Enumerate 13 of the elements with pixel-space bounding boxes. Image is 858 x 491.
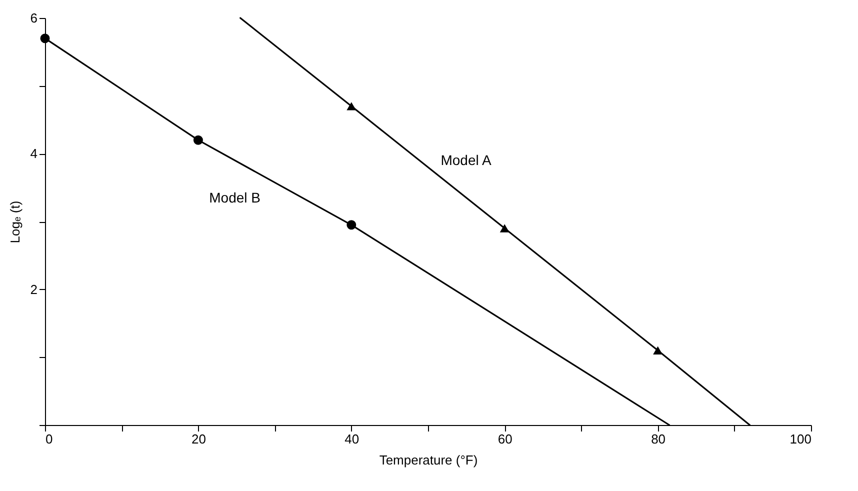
- y-axis-title: Logₑ (t): [7, 200, 22, 244]
- x-tick-label: 40: [344, 432, 360, 446]
- x-tick-label: 60: [498, 432, 512, 446]
- series-label: Model B: [209, 189, 260, 206]
- y-tick-label: 4: [30, 146, 38, 162]
- series-label: Model A: [440, 152, 492, 168]
- x-tick-label: 20: [191, 432, 206, 446]
- x-tick-label: 80: [651, 432, 666, 446]
- x-tick-label: 100: [790, 432, 812, 446]
- x-tick-label: 0: [46, 432, 53, 446]
- y-tick-label: 6: [30, 10, 38, 26]
- x-axis-title: Temperature (°F): [379, 452, 478, 468]
- y-tick-label: 2: [30, 282, 38, 297]
